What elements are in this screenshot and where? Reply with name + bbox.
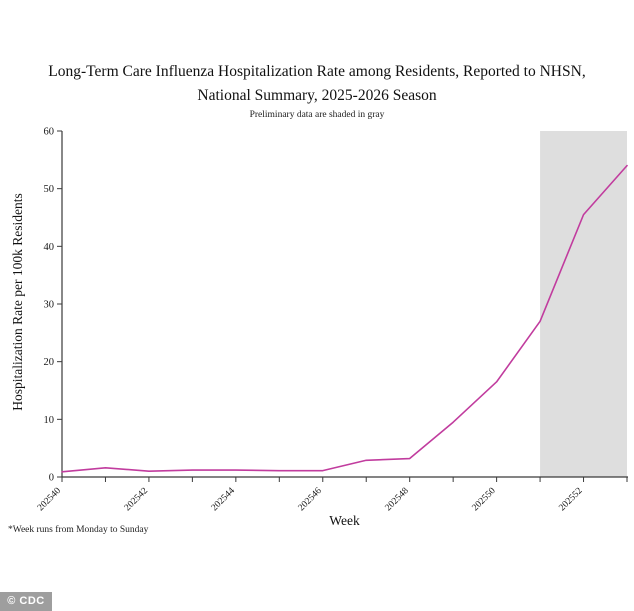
y-tick-label: 30 xyxy=(44,300,55,311)
preliminary-shaded-region xyxy=(540,131,627,477)
y-axis-title: Hospitalization Rate per 100k Residents xyxy=(10,193,25,411)
y-tick-label: 0 xyxy=(49,473,54,484)
y-tick-label: 50 xyxy=(44,184,55,195)
hospitalization-rate-line xyxy=(61,164,628,473)
week-definition-footnote: *Week runs from Monday to Sunday xyxy=(8,525,149,535)
y-tick-label: 60 xyxy=(44,127,55,138)
x-tick-label: 202542 xyxy=(123,486,150,513)
chart-title-line1: Long-Term Care Influenza Hospitalization… xyxy=(48,63,586,80)
x-tick-label: 202540 xyxy=(36,486,63,513)
chart-title-line2: National Summary, 2025-2026 Season xyxy=(197,87,437,104)
x-tick-label: 202546 xyxy=(297,486,324,513)
x-tick-label: 202544 xyxy=(210,486,237,513)
x-tick-label: 202548 xyxy=(384,486,411,513)
y-tick-label: 40 xyxy=(44,242,55,253)
x-tick-label: 202552 xyxy=(557,486,584,513)
x-tick-label: 202550 xyxy=(471,486,498,513)
x-axis-title: Week xyxy=(329,513,360,528)
y-tick-label: 20 xyxy=(44,357,55,368)
chart-subtitle: Preliminary data are shaded in gray xyxy=(249,110,385,120)
y-tick-label: 10 xyxy=(44,415,55,426)
cdc-watermark: © CDC xyxy=(0,592,52,611)
